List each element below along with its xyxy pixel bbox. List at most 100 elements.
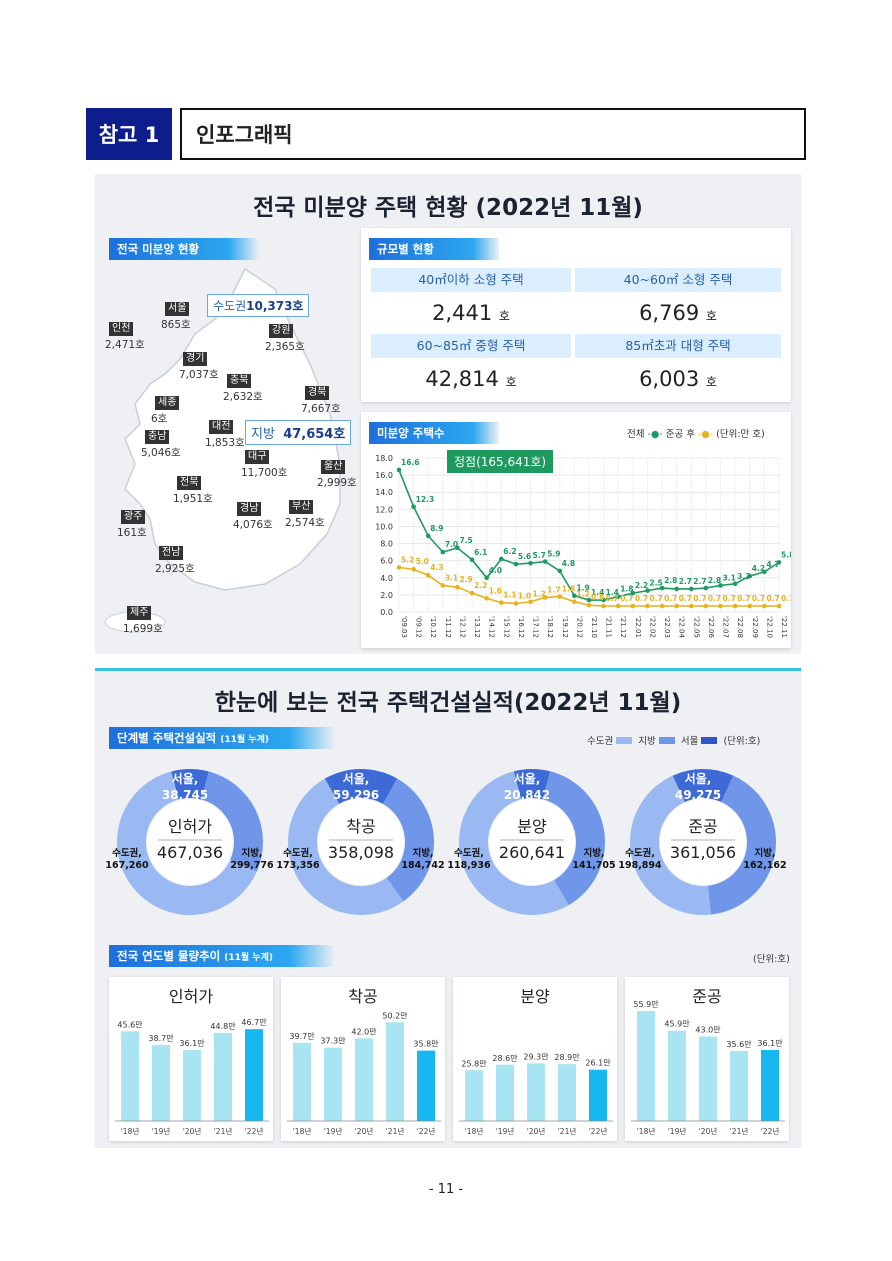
donut-slice [287,778,404,916]
data-label-1: 1.2 [576,590,589,599]
series-point-1 [762,603,767,609]
series-point-1 [411,566,416,572]
region-value-8: 5,046호 [141,447,181,459]
donut-svg: 분양 260,641 [459,769,605,915]
series-point-1 [542,595,548,600]
x-tick-label: '15.12 [502,616,510,638]
x-tick-label: '22.08 [736,616,744,638]
bar-category-label: '20년 [355,1126,374,1136]
bar-value-label: 35.6만 [726,1040,752,1049]
bar-category-label: '19년 [496,1126,515,1136]
x-tick-label: '12.12 [458,616,466,638]
legend-local: 지방 [638,736,656,747]
x-tick-label: '22.07 [722,616,730,638]
donut-title: 착공 [346,817,375,836]
data-label-1: 0.7 [606,594,619,603]
x-tick-label: '22.03 [663,616,671,638]
region-value-1: 2,471호 [105,339,145,351]
donut-legend: 수도권 지방 서울 (단위:호) [587,733,760,747]
data-label-0: 3.3 [737,572,750,581]
donut-total: 467,036 [157,843,223,862]
x-tick-label: '18.12 [546,616,554,638]
stage-tag: 단계별 주택건설실적 (11월 누계) [109,727,335,749]
bar-value-label: 28.6만 [492,1054,518,1063]
bar-value-label: 36.1만 [179,1039,205,1048]
donut-title: 준공 [688,817,717,836]
series-point-1 [586,602,592,608]
bar-value-label: 29.3만 [523,1052,549,1061]
data-label-0: 2.7 [693,577,706,586]
x-tick-label: '10.12 [429,616,437,638]
bar-category-label: '21년 [214,1126,233,1136]
data-label-0: 2.7 [679,577,692,586]
bar-value-label: 44.8만 [210,1022,236,1031]
series-point-1 [630,603,636,609]
donut-metro-label: 수도권, 118,936 [447,848,491,871]
bar-card-3: 준공 55.9만 '18년 45.9만 '19년 43.0만 '20년 35.6만 '21년 36… [625,977,789,1141]
series-point-0 [440,549,446,555]
series-point-1 [455,584,460,590]
series-point-0 [718,583,723,588]
y-tick-label: 10.0 [375,522,393,531]
donut-slice [117,771,257,915]
size-value-1: 2,441 호 [432,301,510,325]
bar-card-title: 준공 [692,987,722,1006]
trend-legend: 전체 -●- 준공 후 -●- (단위:만 호) [627,426,765,440]
region-value-11: 1,951호 [173,493,213,505]
donut-seoul-label: 서울, 38,745 [161,772,209,802]
metro-value: 10,373호 [246,299,304,313]
data-label-0: 1.4 [606,588,619,597]
size-value-2: 6,769 호 [639,301,717,325]
region-value-9: 11,700호 [241,467,288,479]
donut-hole [318,799,404,885]
size-label-1: 40㎡이하 소형 주택 [371,268,571,292]
map-tag: 전국 미분양 현황 [109,238,259,260]
donut-0: 인허가 467,036 [115,767,265,917]
x-tick-label: '19.12 [561,616,569,638]
data-label-0: 5.9 [547,550,560,559]
series-point-1 [557,594,563,599]
y-tick-label: 4.0 [380,574,393,583]
series-point-0 [513,561,519,567]
size-value-3: 42,814 호 [425,367,517,391]
data-label-1: 4.3 [430,563,443,572]
data-label-0: 2.8 [664,576,677,585]
y-tick-label: 12.0 [375,505,393,514]
donut-svg: 준공 361,056 [630,769,776,915]
series-point-1 [615,603,621,609]
y-tick-label: 2.0 [380,591,393,600]
region-name-0: 서울 [165,302,190,316]
local-label: 지방 [251,427,275,442]
data-label-1: 0.7 [679,594,692,603]
bar-category-label: '21년 [386,1126,405,1136]
data-label-1: 0.7 [766,594,779,603]
data-label-0: 5.6 [518,552,531,561]
data-label-1: 0.7 [781,594,791,603]
data-label-0: 6.1 [474,548,487,557]
bar [699,1036,717,1121]
size-cell-1: 40㎡이하 소형 주택 2,441 호 [371,268,571,330]
data-label-0: 8.9 [430,524,443,533]
data-label-1: 0.7 [737,594,750,603]
region-value-0: 865호 [161,319,191,331]
series-point-0 [528,560,533,566]
region-name-15: 전남 [159,546,184,560]
x-tick-label: '14.12 [488,616,496,638]
legend-local-swatch [658,737,675,744]
donut-seoul-label: 서울, 49,275 [674,772,722,802]
bar-value-label: 35.8만 [413,1040,439,1049]
bar-category-label: '20년 [183,1126,202,1136]
bar-card-title: 분양 [520,987,550,1006]
x-tick-label: '22.02 [648,616,656,638]
donut-metro-label: 수도권, 198,894 [618,848,662,871]
region-name-13: 경남 [237,502,262,516]
series-point-0 [425,533,431,539]
yearly-tag-text: 전국 연도별 물량추이 [117,949,221,963]
size-tag: 규모별 현황 [369,238,499,260]
legend-seoul-swatch [701,737,718,744]
bar [558,1064,576,1121]
data-label-0: 2.5 [649,579,662,588]
bar-category-label: '20년 [699,1126,718,1136]
series-point-1 [469,590,475,596]
x-tick-label: '09.12 [415,616,423,638]
